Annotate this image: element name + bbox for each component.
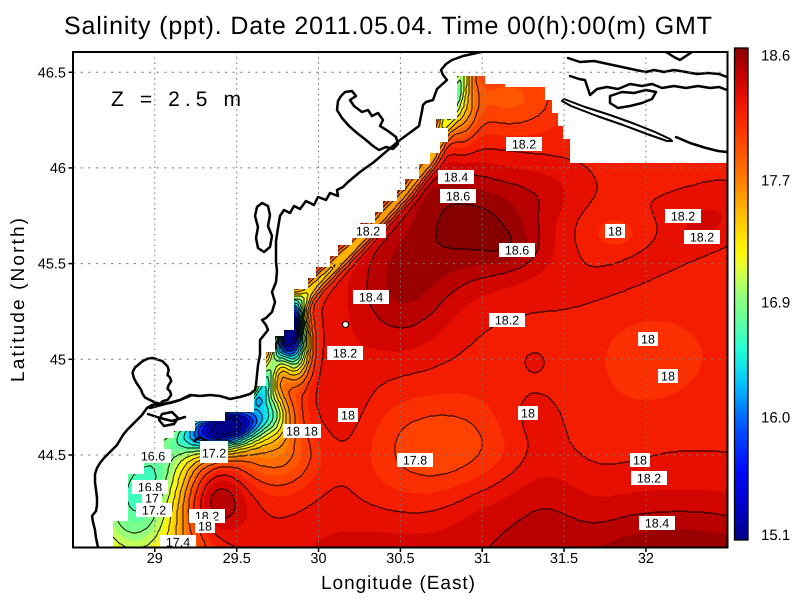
svg-text:18.2: 18.2 (333, 347, 357, 361)
svg-text:17.8: 17.8 (403, 454, 427, 468)
svg-text:18.2: 18.2 (637, 472, 661, 486)
svg-text:18: 18 (608, 225, 622, 239)
svg-text:18.2: 18.2 (690, 231, 714, 245)
svg-text:18: 18 (286, 425, 300, 439)
svg-text:18.4: 18.4 (359, 291, 383, 305)
svg-text:18.2: 18.2 (512, 138, 536, 152)
svg-text:31.5: 31.5 (550, 551, 578, 567)
svg-text:15.1: 15.1 (761, 527, 790, 544)
svg-text:45: 45 (50, 352, 66, 368)
svg-text:18: 18 (341, 409, 355, 423)
svg-text:18.2: 18.2 (495, 314, 519, 328)
svg-text:17.4: 17.4 (166, 536, 190, 550)
svg-text:17: 17 (145, 492, 159, 506)
svg-text:18.4: 18.4 (645, 517, 669, 531)
svg-text:Longitude (East): Longitude (East) (321, 573, 475, 594)
svg-text:17.2: 17.2 (142, 504, 166, 518)
svg-text:Salinity (ppt). Date 2011.05.0: Salinity (ppt). Date 2011.05.04. Time 00… (64, 12, 712, 40)
svg-text:18: 18 (633, 454, 647, 468)
svg-text:29.5: 29.5 (223, 551, 251, 567)
svg-text:Latitude (North): Latitude (North) (8, 218, 29, 382)
svg-text:18.2: 18.2 (671, 210, 695, 224)
svg-text:46.5: 46.5 (38, 65, 66, 81)
svg-text:18: 18 (198, 520, 212, 534)
svg-text:18: 18 (641, 333, 655, 347)
svg-text:30.5: 30.5 (386, 551, 414, 567)
svg-text:45.5: 45.5 (38, 257, 66, 273)
svg-text:16.6: 16.6 (141, 450, 165, 464)
svg-text:18: 18 (304, 425, 318, 439)
svg-text:18.6: 18.6 (446, 190, 470, 204)
svg-text:44.5: 44.5 (38, 448, 66, 464)
svg-text:18.2: 18.2 (356, 225, 380, 239)
svg-text:18: 18 (661, 370, 675, 384)
svg-text:18.6: 18.6 (761, 48, 790, 65)
svg-text:16.0: 16.0 (761, 410, 790, 427)
svg-text:18.4: 18.4 (444, 171, 468, 185)
svg-text:32: 32 (638, 551, 654, 567)
svg-text:46: 46 (50, 161, 66, 177)
svg-text:18.6: 18.6 (505, 244, 529, 258)
svg-text:17.7: 17.7 (761, 173, 790, 190)
svg-text:29: 29 (147, 551, 163, 567)
svg-text:16.9: 16.9 (761, 295, 790, 312)
svg-text:18: 18 (521, 407, 535, 421)
svg-text:30: 30 (310, 551, 326, 567)
svg-text:31: 31 (474, 551, 490, 567)
svg-text:17.2: 17.2 (202, 447, 226, 461)
